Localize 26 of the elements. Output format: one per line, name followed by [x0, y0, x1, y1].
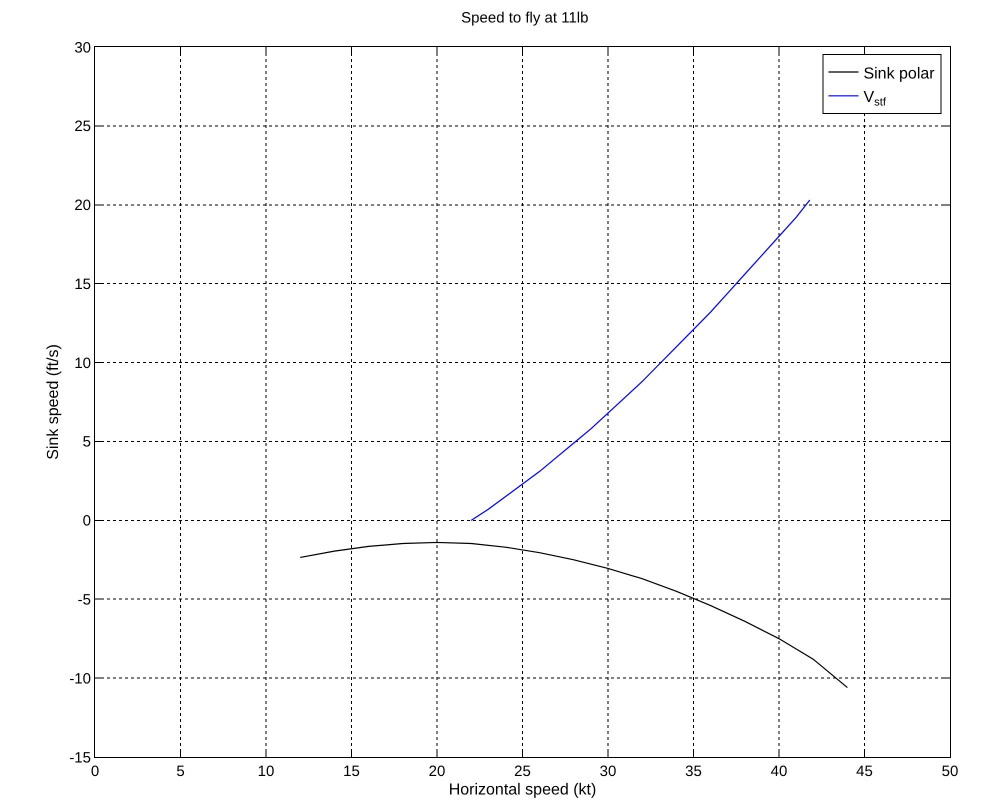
y-tick-label: -10: [69, 670, 91, 688]
legend-label: V$_{stf}$: [863, 89, 887, 108]
x-tick-label: 5: [176, 763, 185, 780]
y-tick-label: 15: [74, 276, 91, 293]
x-tick-label: 40: [770, 763, 788, 780]
x-tick-label: 50: [942, 763, 958, 780]
line-series: [470, 199, 810, 521]
y-tick-label: 20: [74, 197, 91, 214]
y-tick-label: 25: [74, 118, 91, 136]
x-axis-title: Horizontal speed (kt): [448, 782, 596, 799]
y-tick-label: -5: [78, 591, 91, 608]
x-tick-label: 35: [685, 763, 702, 780]
y-tick-label: 0: [82, 512, 91, 530]
y-tick-label: 5: [82, 434, 91, 451]
y-axis-title: Sink speed (ft/s): [45, 344, 62, 460]
x-tick-label: 25: [514, 763, 531, 780]
x-tick-label: 10: [258, 763, 274, 780]
y-tick-label: -15: [69, 749, 91, 766]
x-tick-label: 15: [343, 763, 360, 780]
chart-title: Speed to fly at 11lb: [461, 10, 588, 27]
x-tick-label: 30: [600, 763, 616, 780]
x-tick-label: 20: [428, 763, 446, 780]
legend-label: Sink polar: [863, 65, 936, 82]
x-tick-label: 45: [856, 763, 873, 780]
y-tick-label: 30: [74, 39, 91, 56]
y-tick-label: 10: [74, 354, 91, 372]
